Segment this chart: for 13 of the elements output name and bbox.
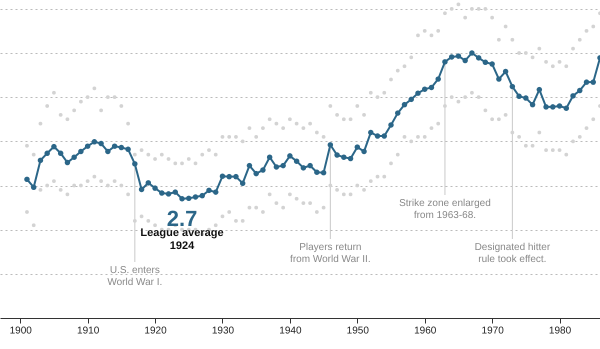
x-tick-label: 1940 (279, 326, 302, 336)
x-tick-label: 1930 (212, 326, 235, 336)
ref-line-label: Designated hitter rule took effect. (474, 242, 551, 265)
ref-line-label: Players return from World War II. (290, 242, 371, 265)
x-tick-label: 1910 (77, 326, 100, 336)
x-tick-label: 1920 (144, 326, 168, 336)
x-tick-label: 1960 (414, 326, 437, 336)
x-tick-label: 1900 (10, 326, 32, 336)
x-tick-label: 1980 (548, 326, 572, 336)
x-tick-label: 1970 (482, 326, 504, 336)
ref-line-label: U.S. enters World War I. (107, 265, 162, 288)
ref-line-label: Strike zone enlarged from 1963-68. (399, 198, 491, 221)
x-tick-label: 1950 (346, 326, 370, 336)
